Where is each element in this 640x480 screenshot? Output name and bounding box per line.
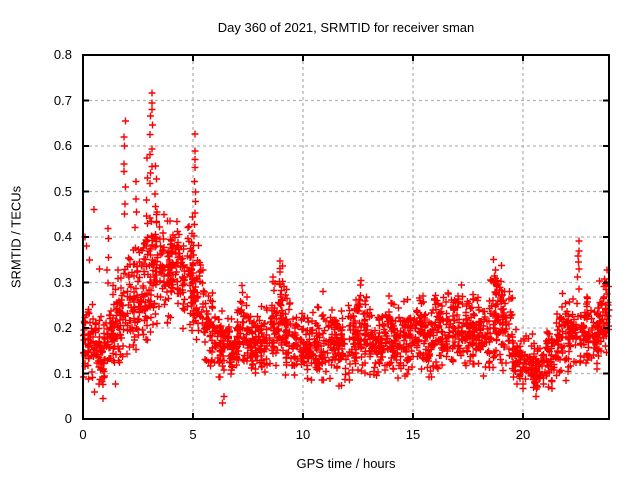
y-tick-label: 0.7 (53, 92, 72, 108)
y-tick-label: 0.1 (53, 365, 72, 381)
y-tick-label: 0.6 (53, 138, 72, 153)
y-tick-label: 0.5 (53, 183, 72, 199)
x-tick-label: 0 (79, 427, 87, 442)
x-tick-label: 5 (189, 427, 197, 442)
y-tick-label: 0.4 (53, 229, 72, 244)
scatter-points (80, 89, 613, 407)
axis-ticks (82, 54, 609, 420)
x-axis-title: GPS time / hours (296, 456, 396, 471)
y-tick-label: 0.3 (53, 274, 72, 290)
x-tick-label: 20 (515, 427, 531, 442)
y-tick-label: 0.8 (53, 47, 72, 62)
grid-lines (83, 55, 609, 419)
chart-title: Day 360 of 2021, SRMTID for receiver sma… (217, 20, 475, 35)
y-tick-label: 0.2 (53, 320, 72, 335)
x-tick-label: 15 (405, 427, 421, 442)
y-tick-label: 0 (64, 411, 72, 426)
x-tick-label: 10 (295, 427, 311, 442)
y-axis-title: SRMTID / TECUs (8, 185, 24, 289)
